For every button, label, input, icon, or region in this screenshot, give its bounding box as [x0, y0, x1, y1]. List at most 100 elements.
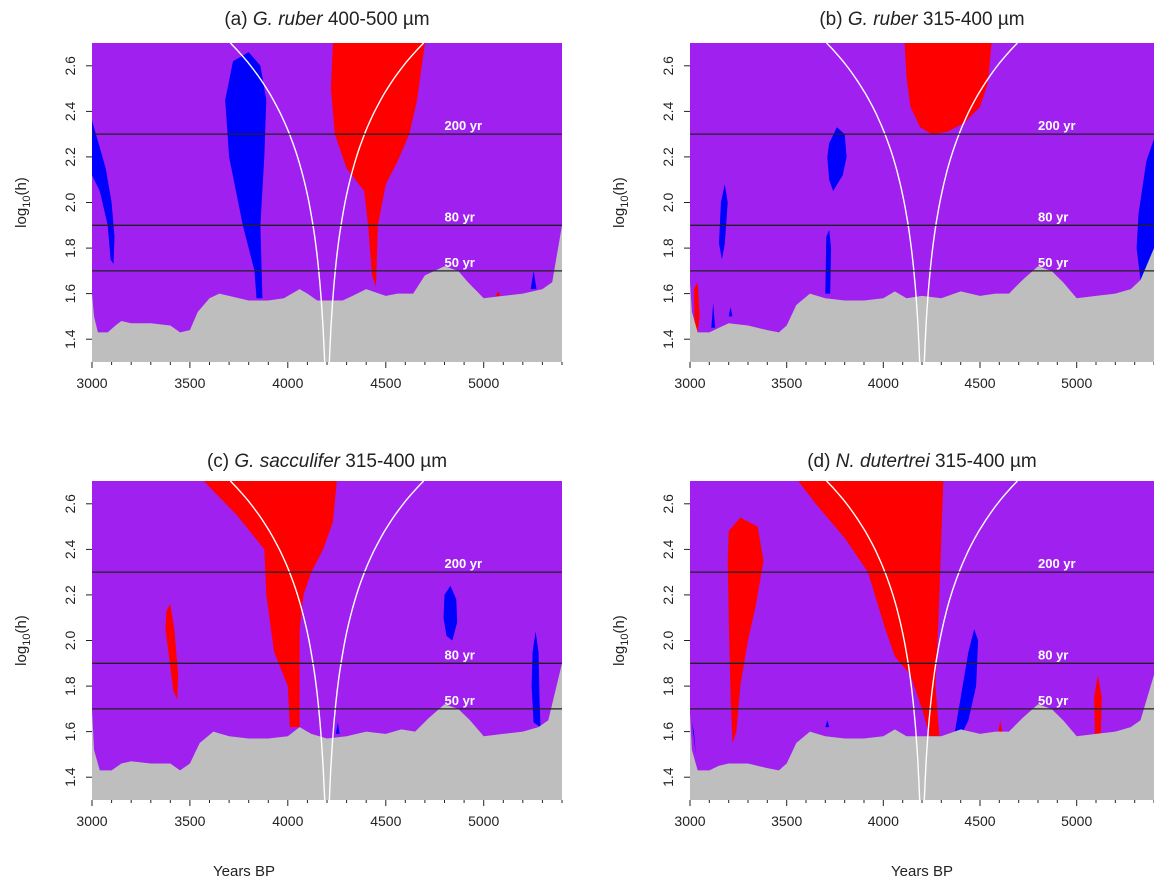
y-tick-label: 1.4 [62, 767, 78, 787]
y-axis-label-suffix: (h) [13, 177, 30, 195]
x-tick-label: 4500 [964, 813, 995, 829]
y-axis-label: log10(h) [13, 615, 33, 666]
x-axis-label-left: Years BP [213, 863, 275, 880]
reference-line-label: 50 yr [1038, 693, 1068, 708]
panel-title-prefix: (b) [819, 9, 848, 30]
x-tick-label: 3500 [771, 375, 802, 391]
y-tick-label: 2.2 [660, 147, 676, 167]
y-tick-label: 2.6 [62, 56, 78, 76]
panel-title-prefix: (a) [224, 9, 253, 30]
reference-line-label: 50 yr [445, 255, 475, 270]
panel-title-species: G. ruber [253, 9, 323, 30]
panel-title-species: N. dutertrei [836, 451, 931, 472]
negative-region-4 [825, 720, 830, 728]
panel-d: 200 yr 80 yr 50 yr 3000 3500 4000 4500 5000 1.4 1… [611, 451, 1154, 829]
panel-title: (b) G. ruber 315-400 µm [819, 9, 1024, 30]
plot-area [92, 481, 562, 800]
panel-title-suffix: 315-400 µm [930, 451, 1037, 472]
y-axis-label: log10(h) [611, 615, 631, 666]
y-axis-label-subscript: 10 [619, 196, 631, 208]
y-tick-label: 1.6 [660, 284, 676, 304]
y-axis-label: log10(h) [13, 177, 33, 228]
negative-region-3 [531, 631, 541, 728]
panel-title: (c) G. sacculifer 315-400 µm [207, 451, 447, 472]
y-tick-label: 1.6 [62, 284, 78, 304]
negative-region-7 [728, 307, 733, 317]
reference-line-label: 200 yr [445, 118, 483, 133]
negative-region-6 [711, 302, 716, 328]
positive-region-6 [998, 720, 1003, 732]
y-axis-label-suffix: (h) [13, 615, 30, 633]
y-tick-label: 2.2 [62, 147, 78, 167]
cone-left-line [229, 43, 326, 362]
y-axis-label-base: log [13, 208, 30, 228]
panel-title: (d) N. dutertrei 315-400 µm [807, 451, 1037, 472]
positive-region-1 [727, 517, 764, 743]
reference-line-label: 80 yr [445, 209, 475, 224]
y-tick-label: 1.8 [62, 676, 78, 696]
y-axis-label: log10(h) [611, 177, 631, 228]
y-tick-label: 2.2 [62, 585, 78, 605]
y-tick-label: 2.0 [660, 631, 676, 651]
y-tick-label: 2.4 [62, 539, 78, 559]
x-tick-label: 3000 [76, 813, 107, 829]
y-tick-label: 2.2 [660, 585, 676, 605]
cone-left-line [826, 481, 921, 800]
x-tick-label: 5000 [468, 375, 499, 391]
reference-line-label: 80 yr [1038, 647, 1068, 662]
negative-region-1 [225, 52, 267, 299]
cone-right-line [328, 481, 425, 800]
y-tick-label: 1.8 [660, 676, 676, 696]
panel-title: (a) G. ruber 400-500 µm [224, 9, 429, 30]
positive-region-2 [330, 43, 425, 287]
y-axis-label-base: log [611, 646, 628, 666]
positive-region-3 [1094, 674, 1102, 737]
x-tick-label: 4500 [964, 375, 995, 391]
y-tick-label: 1.6 [62, 722, 78, 742]
y-tick-label: 1.4 [62, 329, 78, 349]
cone-right-line [923, 43, 1018, 362]
no-data-floor [690, 674, 1154, 800]
x-tick-label: 4000 [868, 375, 899, 391]
positive-region-0 [904, 43, 992, 135]
y-axis-label-subscript: 10 [619, 634, 631, 646]
x-tick-label: 5000 [1061, 375, 1092, 391]
no-data-floor [92, 225, 562, 362]
y-tick-label: 2.0 [660, 193, 676, 213]
reference-line-label: 200 yr [1038, 118, 1076, 133]
reference-line-label: 80 yr [445, 647, 475, 662]
panel-title-prefix: (d) [807, 451, 836, 472]
panel-title-species: G. ruber [848, 9, 918, 30]
x-tick-label: 5000 [468, 813, 499, 829]
reference-line-label: 50 yr [1038, 255, 1068, 270]
reference-line-label: 50 yr [445, 693, 475, 708]
positive-region-4 [495, 291, 501, 296]
y-tick-label: 1.6 [660, 722, 676, 742]
panel-c: 200 yr 80 yr 50 yr 3000 3500 4000 4500 5000 1.4 1… [13, 451, 563, 829]
panel-title-suffix: 400-500 µm [323, 9, 430, 30]
cone-left-line [826, 43, 921, 362]
x-tick-label: 5000 [1061, 813, 1092, 829]
y-tick-label: 2.0 [62, 631, 78, 651]
x-tick-label: 3500 [771, 813, 802, 829]
y-axis-label-suffix: (h) [611, 615, 628, 633]
x-tick-label: 4000 [272, 375, 303, 391]
y-axis-label-base: log [611, 208, 628, 228]
cone-left-line [229, 481, 326, 800]
y-tick-label: 2.4 [62, 101, 78, 121]
reference-line-label: 80 yr [1038, 209, 1068, 224]
y-tick-label: 1.4 [660, 767, 676, 787]
negative-region-2 [719, 184, 728, 260]
plot-area [690, 481, 1154, 800]
x-tick-label: 3500 [174, 375, 205, 391]
plot-area [92, 43, 562, 362]
x-tick-label: 4500 [370, 813, 401, 829]
x-tick-label: 3000 [674, 813, 705, 829]
y-tick-label: 2.0 [62, 193, 78, 213]
x-tick-label: 4000 [272, 813, 303, 829]
panel-title-prefix: (c) [207, 451, 234, 472]
no-data-floor [92, 663, 562, 800]
x-axis-label-right: Years BP [891, 863, 953, 880]
panel-title-species: G. sacculifer [234, 451, 340, 472]
